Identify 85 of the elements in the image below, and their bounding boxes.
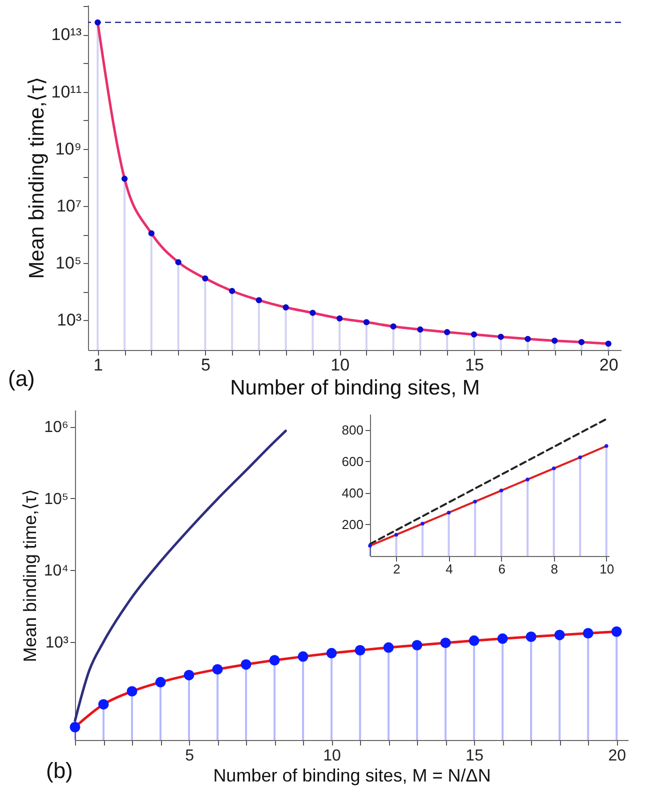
point: [256, 297, 262, 304]
point: [126, 686, 138, 697]
point: [582, 628, 594, 638]
point: [175, 259, 182, 266]
point: [440, 638, 451, 648]
point: [121, 176, 128, 182]
point: [552, 338, 558, 344]
x-tick-label: 10: [600, 562, 614, 576]
x-tick-label: 15: [465, 356, 484, 374]
x-tick-label: 5: [185, 748, 194, 764]
y-tick-label: 10⁶: [44, 419, 68, 436]
y-tick-label: 10³: [45, 634, 70, 652]
y-tick-label: 10³: [56, 310, 82, 330]
line-series: [369, 445, 608, 547]
point: [94, 19, 101, 26]
point: [336, 315, 343, 322]
point: [605, 340, 612, 347]
point: [326, 648, 337, 658]
x-axis-title: Number of binding sites, M: [230, 376, 480, 400]
x-tick-label: 10: [323, 748, 342, 764]
point: [184, 670, 194, 680]
y-tick-label: 10⁵: [56, 254, 82, 273]
point: [202, 275, 208, 282]
point: [552, 466, 556, 470]
y-axis-title: Mean binding time,⟨τ⟩: [25, 77, 48, 279]
x-tick-label: 8: [550, 562, 558, 576]
text: (a): [8, 366, 35, 392]
point: [310, 310, 316, 316]
x-tick-label: 6: [498, 562, 506, 576]
point: [363, 319, 370, 326]
point: [148, 230, 155, 236]
point: [526, 632, 536, 642]
point: [554, 630, 565, 640]
point: [611, 626, 622, 637]
point: [420, 522, 424, 526]
x-tick-label: 15: [466, 748, 484, 764]
point: [394, 532, 398, 537]
point: [524, 336, 531, 342]
point: [155, 676, 166, 688]
point: [298, 651, 308, 662]
point: [497, 633, 508, 644]
point: [473, 500, 477, 504]
point: [468, 635, 480, 646]
x-tick-label: 4: [446, 562, 453, 576]
x-axis-title: Number of binding sites, M = N/ΔN: [213, 766, 491, 786]
y-tick-label: 800: [342, 422, 364, 438]
point: [417, 326, 424, 333]
point: [412, 640, 422, 650]
point: [70, 722, 80, 732]
y-tick-label: 10⁷: [56, 196, 82, 216]
text: (b): [46, 758, 73, 784]
point: [578, 456, 582, 460]
x-tick-label: 10: [330, 356, 350, 374]
point: [240, 659, 252, 670]
point: [604, 444, 608, 448]
x-tick-label: 20: [599, 356, 618, 374]
point: [212, 664, 223, 675]
point: [470, 331, 478, 338]
x-tick-label: 1: [93, 356, 103, 374]
point: [228, 288, 236, 294]
point: [446, 510, 451, 514]
y-tick-label: 10¹¹: [51, 82, 82, 102]
x-tick-label: 20: [608, 748, 626, 764]
y-tick-label: 400: [342, 485, 364, 500]
point: [526, 478, 530, 482]
y-tick-label: 10⁴: [44, 562, 69, 580]
point: [354, 645, 366, 656]
x-tick-label: 2: [393, 562, 400, 576]
y-tick-label: 200: [342, 516, 364, 532]
point: [368, 544, 372, 548]
y-axis-title: Mean binding time,⟨τ⟩: [20, 488, 40, 662]
point: [444, 329, 450, 336]
y-tick-label: 10⁹: [55, 139, 82, 158]
y-tick-label: 10¹³: [51, 25, 82, 44]
point: [269, 655, 280, 666]
point: [578, 339, 585, 346]
point: [498, 334, 504, 340]
y-tick-label: 600: [342, 454, 364, 469]
y-tick-label: 10⁵: [44, 490, 68, 508]
point: [383, 642, 394, 653]
point: [499, 488, 504, 492]
point: [390, 323, 396, 330]
x-tick-label: 5: [200, 356, 210, 374]
point: [282, 304, 289, 310]
point: [98, 699, 109, 710]
